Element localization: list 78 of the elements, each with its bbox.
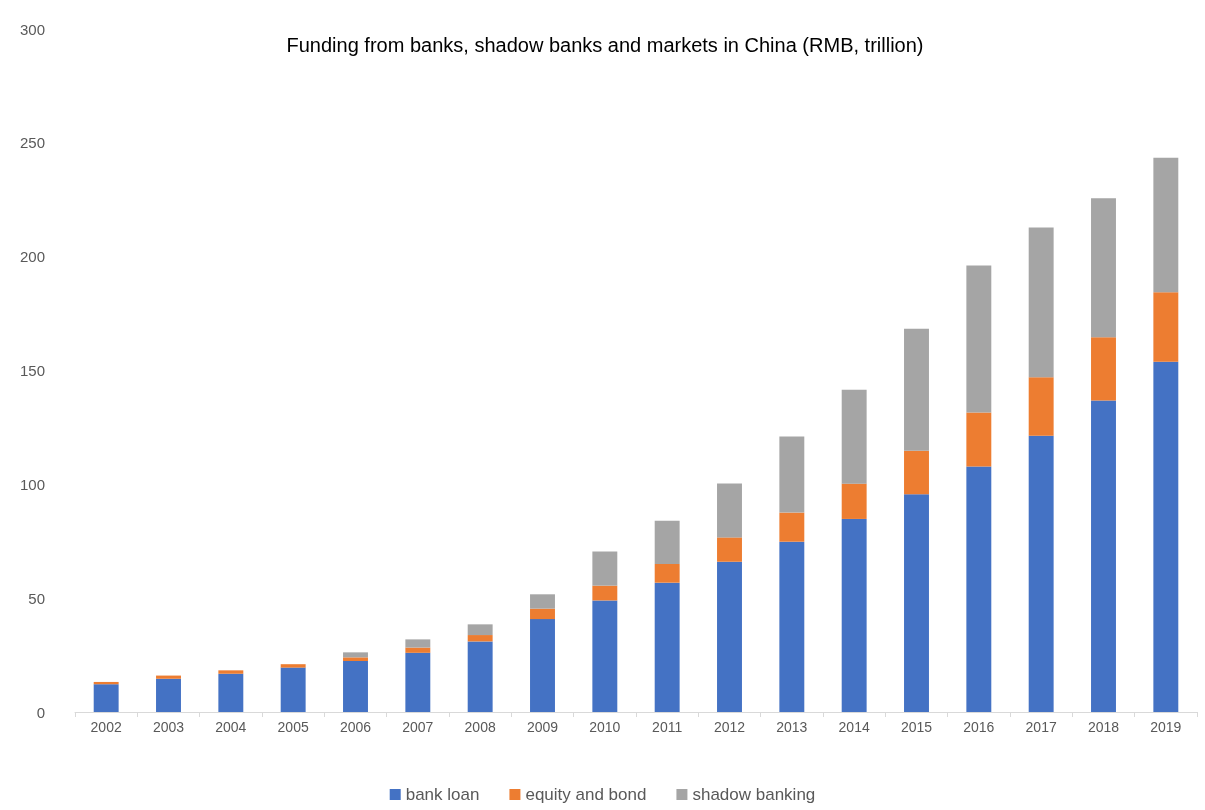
bar: [467, 635, 493, 642]
bar: [1028, 435, 1054, 712]
bar: [654, 564, 680, 583]
bar: [717, 537, 742, 562]
x-tick-label: 2010: [589, 719, 621, 735]
bar: [156, 675, 181, 679]
x-tick-label: 2011: [652, 719, 683, 735]
bar: [93, 684, 119, 712]
bar: [343, 657, 368, 661]
y-tick-label: 300: [19, 20, 45, 38]
bar: [1091, 337, 1116, 401]
bar: [530, 608, 555, 620]
bar: [467, 641, 493, 712]
bar: [405, 647, 431, 653]
bar: [717, 561, 742, 712]
bar: [717, 483, 742, 538]
x-tick-label: 2009: [526, 719, 559, 735]
x-tick-label: 2005: [277, 719, 309, 735]
y-tick-label: 0: [36, 703, 45, 721]
x-tick-label: 2013: [776, 719, 808, 735]
bar: [1153, 361, 1179, 712]
x-tick-label: 2014: [838, 719, 870, 735]
bar: [966, 265, 992, 413]
x-tick-label: 2018: [1087, 719, 1120, 735]
y-tick-label: 150: [19, 362, 45, 379]
bar: [841, 518, 867, 712]
bar: [1091, 400, 1116, 712]
bar: [1153, 292, 1179, 362]
x-tick-label: 2008: [464, 719, 496, 735]
bar: [654, 520, 680, 565]
x-tick-label: 2012: [713, 719, 746, 735]
bar: [280, 667, 306, 712]
bar: [779, 541, 805, 712]
bar: [530, 594, 555, 609]
bar: [592, 551, 618, 586]
bar: [841, 389, 867, 484]
bar: [530, 619, 555, 712]
legend-label: equity and bond: [525, 785, 647, 804]
bar: [218, 673, 244, 712]
bar: [779, 512, 805, 542]
legend-label: shadow banking: [692, 785, 816, 804]
bar: [904, 328, 929, 451]
x-tick-label: 2002: [90, 719, 122, 735]
bar: [592, 600, 618, 712]
y-tick-label: 250: [19, 134, 45, 152]
bar: [405, 639, 431, 648]
y-tick-label: 200: [19, 248, 45, 266]
bar: [1091, 198, 1116, 338]
bar: [966, 412, 992, 467]
x-tick-label: 2015: [900, 719, 933, 735]
bar: [1028, 227, 1054, 378]
x-tick-label: 2016: [963, 719, 995, 735]
bar: [841, 483, 867, 519]
bar: [156, 678, 181, 712]
x-tick-label: 2003: [152, 719, 185, 735]
x-tick-label: 2019: [1150, 719, 1182, 735]
x-tick-label: 2004: [215, 719, 247, 735]
x-tick-label: 2017: [1025, 719, 1057, 735]
y-tick-label: 50: [28, 589, 45, 607]
bar: [218, 670, 244, 674]
bar: [405, 652, 431, 712]
bar: [904, 450, 929, 495]
chart-title: Funding from banks, shadow banks and markets in China (RMB, trillion): [286, 34, 924, 56]
bar: [343, 661, 368, 712]
bar: [1153, 157, 1179, 293]
bar: [592, 585, 618, 601]
y-tick-label: 100: [19, 475, 45, 493]
x-tick-label: 2007: [402, 719, 434, 735]
bar: [280, 664, 306, 668]
legend-label: bank loan: [405, 785, 480, 804]
bar: [904, 494, 929, 712]
x-tick-label: 2006: [339, 719, 372, 735]
bar: [654, 582, 680, 712]
bar: [966, 466, 992, 712]
bar: [779, 436, 805, 513]
bar: [467, 624, 493, 636]
bar: [343, 652, 368, 658]
bar: [1028, 377, 1054, 436]
